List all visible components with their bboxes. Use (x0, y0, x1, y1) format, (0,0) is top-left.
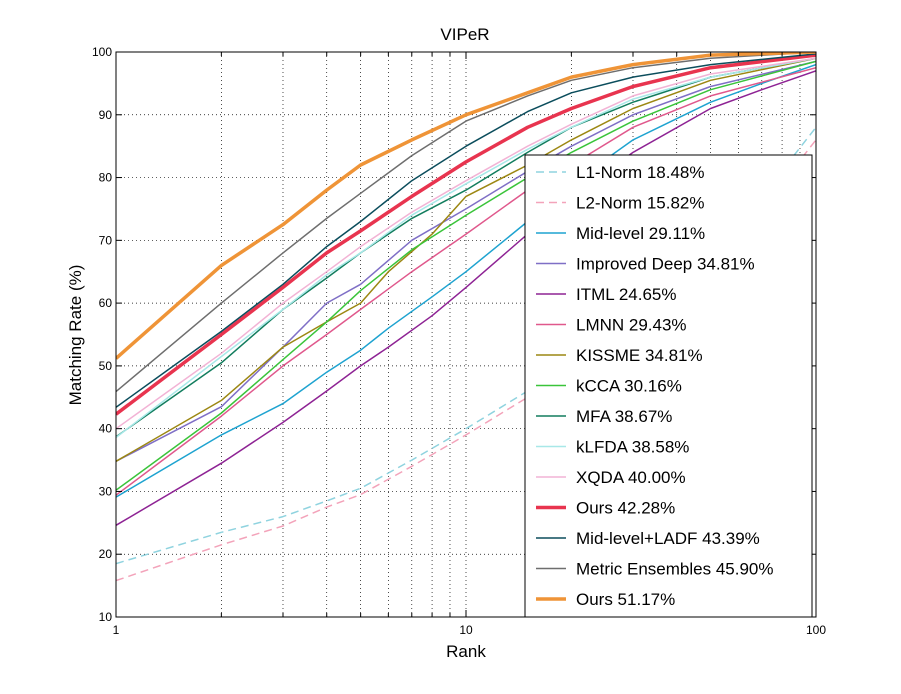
series-line (116, 60, 816, 462)
plot-lines (116, 52, 816, 582)
y-tick-label: 10 (99, 610, 113, 624)
x-tick-label: 10 (459, 623, 473, 637)
y-tick-label: 60 (99, 296, 113, 310)
chart-title: VIPeR (440, 25, 489, 44)
y-axis-label: Matching Rate (%) (66, 265, 85, 406)
legend: L1-Norm 18.48% L2-Norm 15.82% Mid-level 29… (524, 154, 813, 618)
legend-label: kLFDA 38.58% (576, 438, 689, 457)
legend-label: Improved Deep 34.81% (576, 255, 755, 274)
legend-label: Ours 42.28% (576, 499, 675, 518)
y-tick-label: 20 (99, 547, 113, 561)
y-tick-label: 70 (99, 233, 113, 247)
series-line (116, 70, 816, 526)
legend-label: LMNN 29.43% (576, 316, 687, 335)
y-tick-label: 90 (99, 108, 113, 122)
y-tick-label: 100 (92, 45, 112, 59)
y-tick-label: 80 (99, 171, 113, 185)
series-line (116, 63, 816, 498)
series-line (116, 53, 816, 416)
legend-label: L2-Norm 15.82% (576, 194, 705, 213)
series-line (116, 52, 816, 360)
y-tick-label: 40 (99, 422, 113, 436)
x-axis-label: Rank (446, 642, 486, 661)
x-tick-label: 1 (113, 623, 120, 637)
series-line (116, 60, 816, 491)
legend-label: KISSME 34.81% (576, 346, 703, 365)
series-line (116, 66, 816, 496)
legend-label: Metric Ensembles 45.90% (576, 560, 773, 579)
series-line (116, 57, 816, 438)
legend-label: Ours 51.17% (576, 590, 675, 609)
y-tick-label: 30 (99, 484, 113, 498)
series-line (116, 57, 816, 439)
series-line (116, 139, 816, 582)
legend-label: Mid-level+LADF 43.39% (576, 529, 760, 548)
legend-label: L1-Norm 18.48% (576, 163, 705, 182)
series-line (116, 53, 816, 408)
legend-label: kCCA 30.16% (576, 377, 682, 396)
series-line (116, 57, 816, 462)
legend-label: MFA 38.67% (576, 407, 672, 426)
legend-label: XQDA 40.00% (576, 468, 686, 487)
x-tick-label: 100 (806, 623, 826, 637)
legend-label: Mid-level 29.11% (576, 224, 705, 243)
y-tick-label: 50 (99, 359, 113, 373)
legend-label: ITML 24.65% (576, 285, 676, 304)
series-line (116, 52, 816, 393)
series-line (116, 57, 816, 430)
legend-box (524, 154, 813, 618)
